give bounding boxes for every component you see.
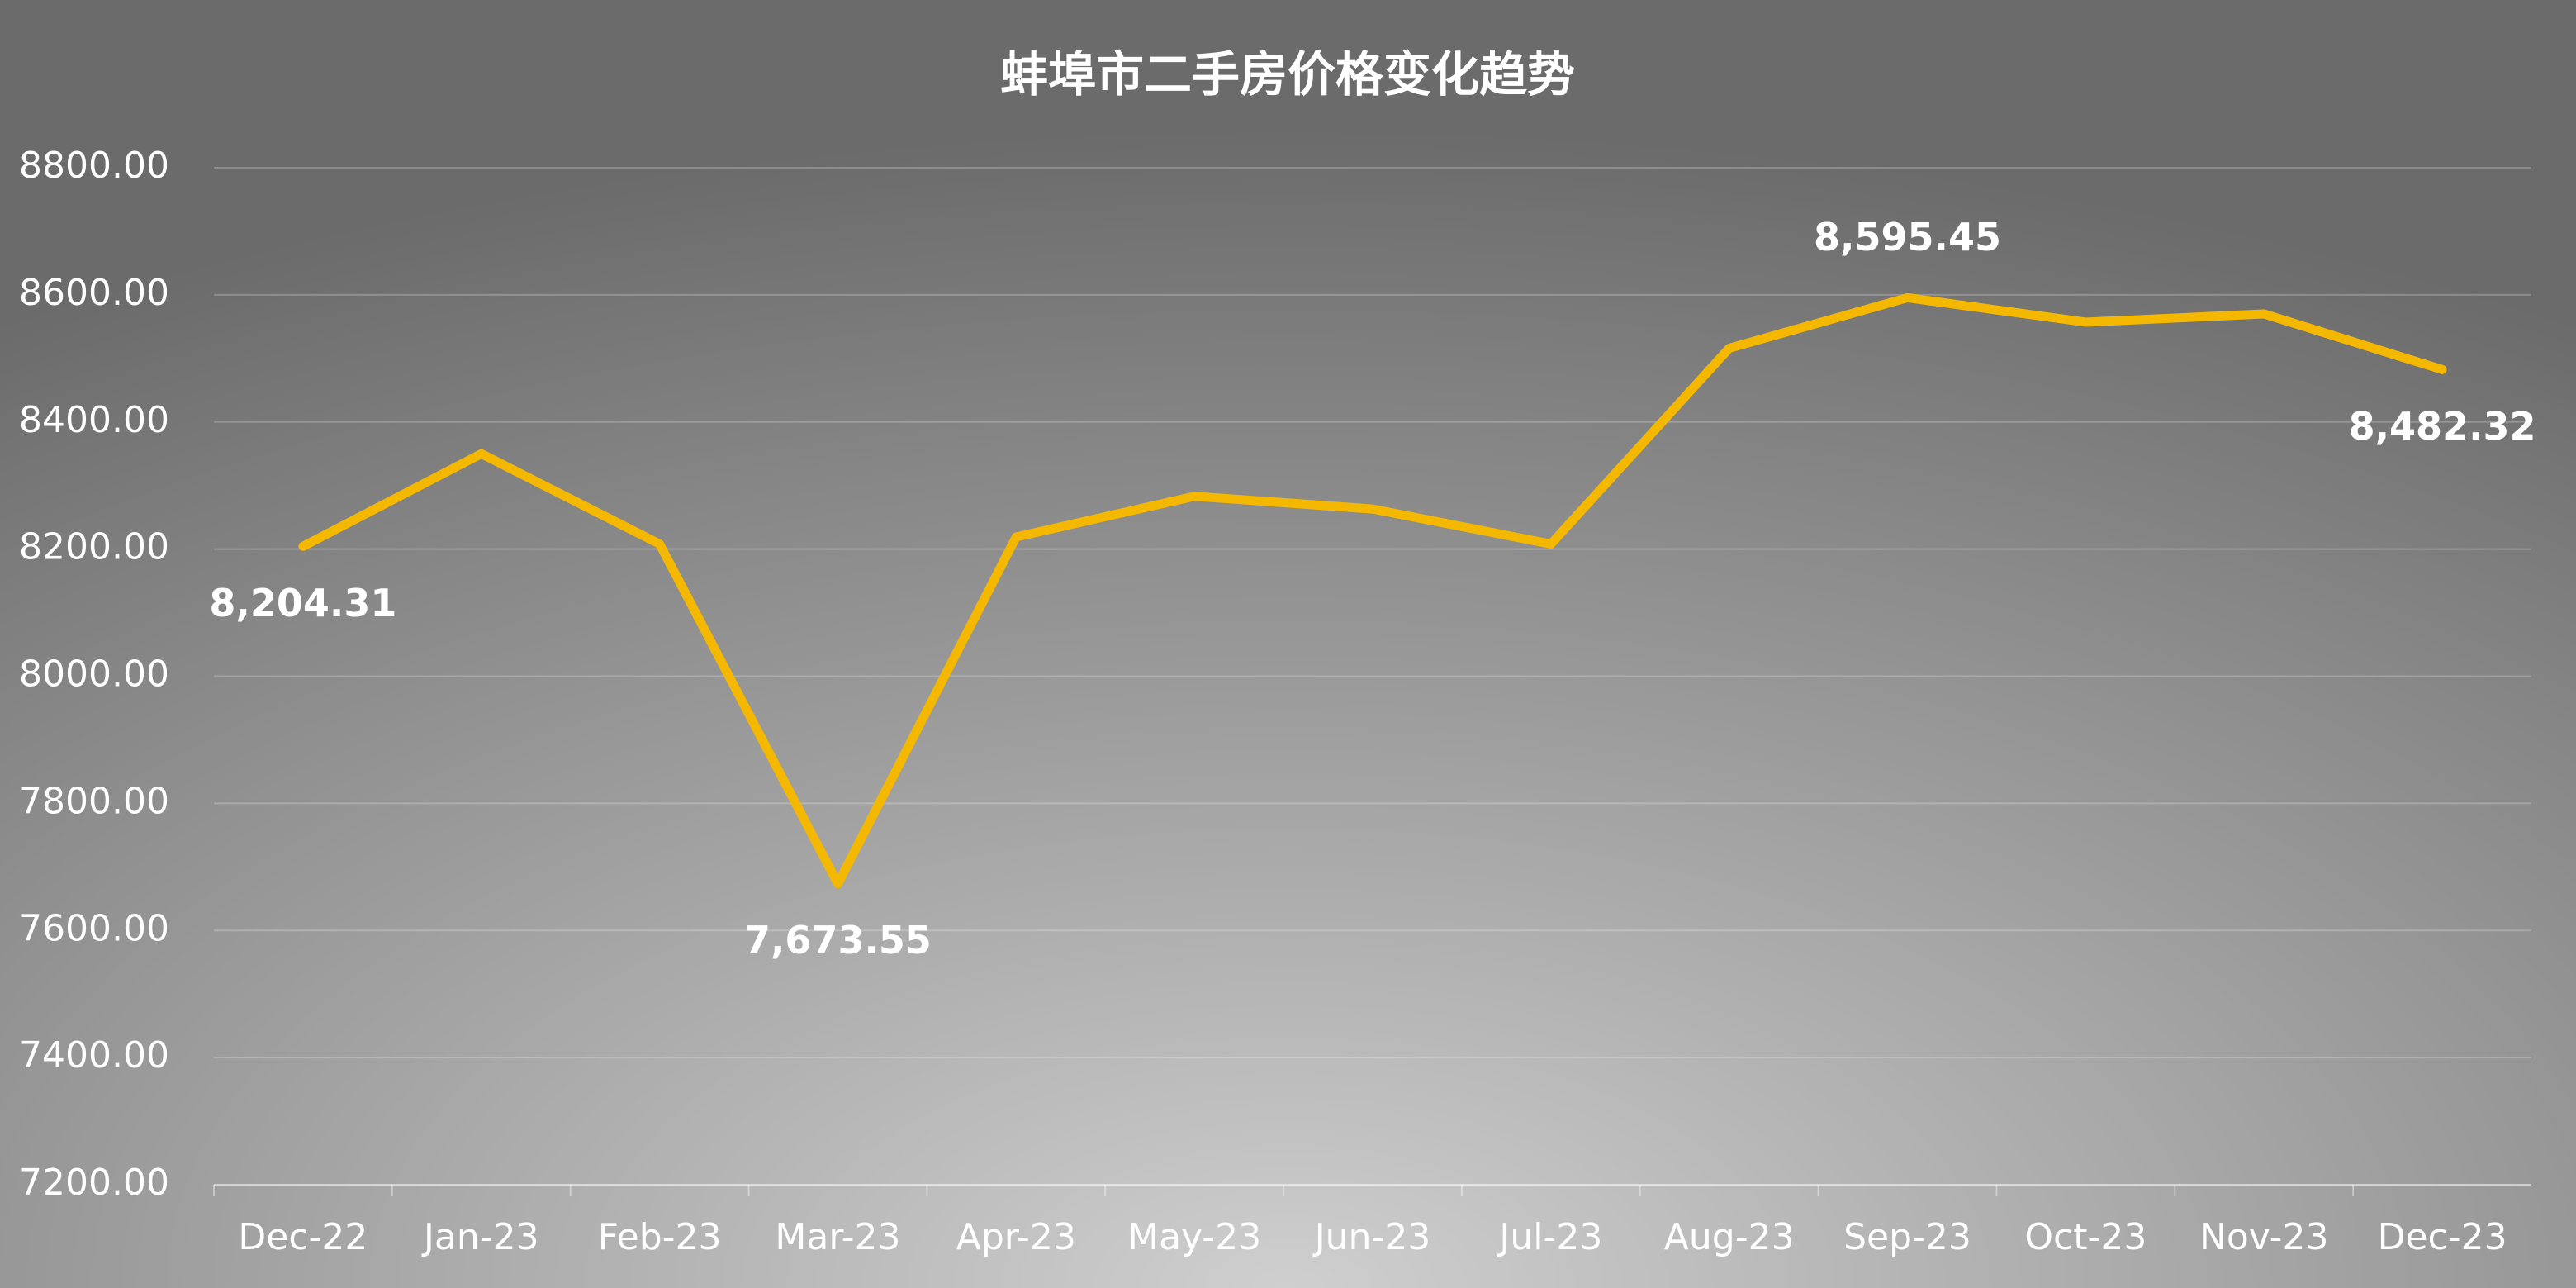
data-label: 8,595.45	[1814, 215, 2001, 259]
y-tick-label: 8000.00	[19, 654, 169, 696]
x-tick-label: Dec-22	[238, 1216, 368, 1258]
data-label: 8,482.32	[2349, 404, 2536, 449]
y-tick-label: 8800.00	[19, 145, 169, 187]
x-tick-label: Jul-23	[1497, 1216, 1602, 1258]
x-tick-label: Jan-23	[421, 1216, 539, 1258]
x-tick-label: May-23	[1127, 1216, 1261, 1258]
x-tick-label: Apr-23	[956, 1216, 1076, 1258]
x-tick-label: Nov-23	[2199, 1216, 2329, 1258]
x-tick-label: Aug-23	[1664, 1216, 1795, 1258]
y-tick-label: 7200.00	[19, 1162, 169, 1204]
series-line	[298, 292, 2447, 889]
x-tick-label: Dec-23	[2378, 1216, 2507, 1258]
y-tick-label: 7600.00	[19, 907, 169, 949]
data-label: 7,673.55	[744, 918, 932, 962]
chart-title: 蚌埠市二手房价格变化趋势	[1000, 46, 1575, 102]
x-tick-label: Mar-23	[775, 1216, 900, 1258]
x-tick-label: Feb-23	[598, 1216, 722, 1258]
y-tick-label: 8600.00	[19, 272, 169, 314]
y-tick-label: 7400.00	[19, 1034, 169, 1077]
y-tick-label: 8200.00	[19, 526, 169, 568]
y-tick-label: 7800.00	[19, 780, 169, 822]
y-tick-label: 8400.00	[19, 399, 169, 441]
x-tick-label: Oct-23	[2024, 1216, 2147, 1258]
x-tick-label: Sep-23	[1843, 1216, 1971, 1258]
x-tick-label: Jun-23	[1312, 1216, 1431, 1258]
data-label: 8,204.31	[209, 581, 396, 625]
